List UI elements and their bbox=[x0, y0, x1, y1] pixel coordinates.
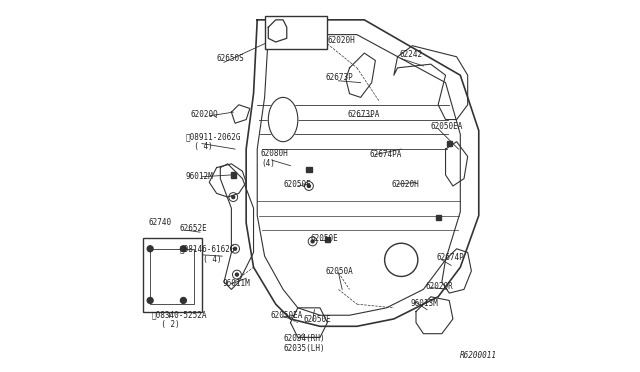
Text: 62020R: 62020R bbox=[425, 282, 453, 291]
Text: ⓢ08146-6162G
     ( 4): ⓢ08146-6162G ( 4) bbox=[180, 245, 235, 264]
Bar bbox=[447, 141, 452, 146]
Bar bbox=[230, 172, 236, 177]
Circle shape bbox=[147, 246, 153, 252]
Circle shape bbox=[180, 246, 186, 252]
Text: 62673PA: 62673PA bbox=[348, 109, 380, 119]
Text: 62242: 62242 bbox=[399, 51, 422, 60]
FancyBboxPatch shape bbox=[150, 249, 195, 304]
Text: 62050EA: 62050EA bbox=[270, 311, 303, 320]
Circle shape bbox=[307, 185, 310, 187]
FancyBboxPatch shape bbox=[264, 16, 328, 49]
Circle shape bbox=[311, 240, 314, 243]
Text: 96013M: 96013M bbox=[410, 299, 438, 308]
Text: 62080H
(4): 62080H (4) bbox=[261, 148, 289, 168]
Text: 62674P: 62674P bbox=[436, 253, 464, 263]
Text: 62652E: 62652E bbox=[180, 224, 207, 233]
Text: 62050E: 62050E bbox=[311, 234, 339, 243]
Text: 62020H: 62020H bbox=[328, 36, 355, 45]
Circle shape bbox=[232, 196, 235, 199]
Text: 96011M: 96011M bbox=[222, 279, 250, 288]
FancyBboxPatch shape bbox=[143, 238, 202, 311]
Circle shape bbox=[236, 273, 239, 276]
Text: 62050E: 62050E bbox=[303, 315, 331, 324]
Text: R6200011: R6200011 bbox=[460, 350, 497, 359]
Text: 62020H: 62020H bbox=[392, 180, 420, 189]
Text: 62050E: 62050E bbox=[283, 180, 311, 189]
Text: 62740: 62740 bbox=[148, 218, 172, 227]
Circle shape bbox=[147, 298, 153, 304]
Text: 62650S: 62650S bbox=[216, 54, 244, 63]
Text: 62673P: 62673P bbox=[326, 73, 353, 81]
Text: ⓝ08911-2062G
  ( 4): ⓝ08911-2062G ( 4) bbox=[185, 132, 241, 151]
Circle shape bbox=[234, 247, 237, 250]
Ellipse shape bbox=[268, 97, 298, 142]
Bar bbox=[324, 237, 330, 242]
Text: 96012M: 96012M bbox=[185, 172, 213, 181]
Text: 62050A: 62050A bbox=[326, 267, 353, 276]
Bar bbox=[307, 167, 312, 172]
Bar bbox=[436, 215, 441, 220]
Text: 62020Q: 62020Q bbox=[191, 109, 218, 119]
Text: 62050EA: 62050EA bbox=[431, 122, 463, 131]
Text: 62034(RH)
62035(LH): 62034(RH) 62035(LH) bbox=[283, 334, 324, 353]
Text: ⓢ08340-5252A
  ( 2): ⓢ08340-5252A ( 2) bbox=[152, 310, 207, 329]
Text: 62674PA: 62674PA bbox=[370, 150, 402, 159]
Circle shape bbox=[180, 298, 186, 304]
